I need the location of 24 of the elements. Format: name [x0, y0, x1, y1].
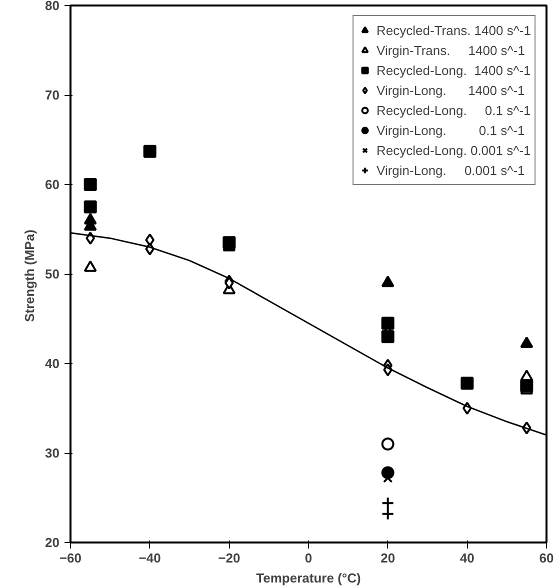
y-tick-label: 70 — [45, 88, 60, 102]
legend-label: Recycled-Long. 0.001 s^-1 — [376, 142, 531, 158]
x-tick-label: 40 — [460, 550, 474, 566]
x-tick-label: −20 — [218, 550, 240, 566]
y-tick-label: 20 — [45, 535, 60, 550]
x-tick-label: −60 — [59, 550, 82, 566]
legend-label: Recycled-Long. 0.1 s^-1 — [376, 102, 531, 118]
y-tick-label: 30 — [45, 446, 60, 460]
x-tick-label: 60 — [539, 550, 554, 566]
legend-label: Recycled-Trans. 1400 s^-1 — [376, 22, 531, 38]
y-tick-label: 40 — [45, 356, 60, 371]
legend-label: Virgin-Long. 0.1 s^-1 — [376, 122, 525, 138]
legend-label: Recycled-Long. 1400 s^-1 — [376, 62, 531, 78]
y-tick-label: 50 — [45, 266, 60, 282]
legend-label: Virgin-Long. 0.001 s^-1 — [376, 162, 525, 178]
legend-label: Virgin-Trans. 1400 s^-1 — [376, 42, 525, 58]
y-tick-label: 60 — [45, 177, 60, 192]
x-tick-label: −40 — [138, 550, 161, 566]
x-tick-label: 20 — [380, 550, 396, 566]
legend-label: Virgin-Long. 1400 s^-1 — [376, 82, 525, 98]
x-axis-title: Temperature (°C) — [256, 570, 361, 586]
y-axis-title: Strength (MPa) — [22, 230, 38, 322]
x-tick-label: 0 — [304, 550, 312, 566]
y-tick-label: 80 — [45, 0, 60, 13]
